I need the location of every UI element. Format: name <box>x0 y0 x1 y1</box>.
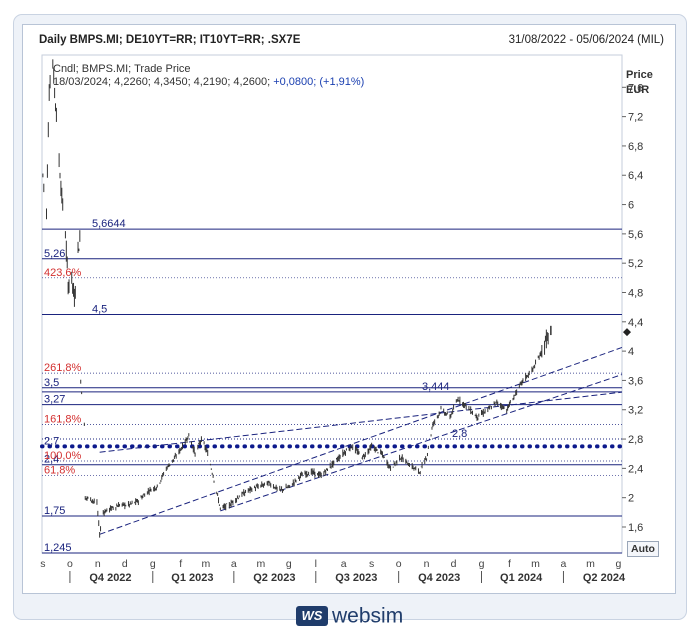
fib-level-label: 423,6% <box>44 267 82 279</box>
level-label: 1,75 <box>44 505 65 517</box>
x-month-label: l <box>315 558 317 570</box>
y-tick-label: 5,2 <box>628 258 643 270</box>
x-month-label: d <box>451 558 457 570</box>
y-tick-label: 5,6 <box>628 229 643 241</box>
price-axis-title: Price EUR <box>626 68 653 98</box>
trend-channel-line <box>99 391 623 453</box>
chart-header: Daily BMPS.MI; DE10YT=RR; IT10YT=RR; .SX… <box>22 32 676 52</box>
fib-level-label: 161,8% <box>44 413 82 425</box>
y-tick-label: 2,8 <box>628 434 643 446</box>
x-month-label: m <box>531 558 540 570</box>
date-range[interactable]: 31/08/2022 - 05/06/2024 (MIL) <box>508 34 664 46</box>
last-price-marker <box>623 328 631 337</box>
plot-area <box>41 54 623 554</box>
y-tick-label: 4 <box>628 346 634 358</box>
y-tick-label: 4,4 <box>628 317 643 329</box>
y-tick-label: 4,8 <box>628 287 643 299</box>
y-tick-label: 2,4 <box>628 463 643 475</box>
level-label: 5,26 <box>44 248 65 260</box>
x-month-label: a <box>341 558 347 570</box>
y-tick-label: 7,6 <box>628 82 643 94</box>
x-month-label: f <box>508 558 511 570</box>
x-month-label: f <box>179 558 182 570</box>
x-month-label: d <box>122 558 128 570</box>
y-tick-label: 3,6 <box>628 375 643 387</box>
y-tick-label: 1,6 <box>628 522 643 534</box>
websim-logo-mark: WS <box>296 606 328 627</box>
x-month-label: a <box>561 558 567 570</box>
level-label: 2,7 <box>44 435 59 447</box>
fib-level-label: 261,8% <box>44 362 82 374</box>
x-quarter-label: Q3 2023 <box>335 572 377 584</box>
x-quarter-label: Q1 2024 <box>500 572 543 584</box>
trend-channel-line <box>220 374 623 512</box>
x-month-label: m <box>202 558 211 570</box>
y-tick-label: 2 <box>628 493 634 505</box>
x-quarter-label: Q2 2023 <box>253 572 295 584</box>
x-quarter-label: Q4 2023 <box>418 572 460 584</box>
legend-series-text: Cndl; BMPS.MI; Trade Price <box>53 63 191 75</box>
price-axis-title-line1: Price <box>626 69 653 81</box>
legend-ohlc-change: +0,0800; (+1,91%) <box>273 76 364 88</box>
level-label: 3,5 <box>44 377 59 389</box>
level-label: 2,4 <box>44 454 59 466</box>
x-month-label: n <box>95 558 101 570</box>
x-month-label: g <box>615 558 621 570</box>
x-month-label: s <box>40 558 45 570</box>
level-label: 1,245 <box>44 542 72 554</box>
y-tick-label: 7,2 <box>628 112 643 124</box>
x-month-label: o <box>396 558 402 570</box>
x-month-label: a <box>231 558 237 570</box>
chart-title: Daily BMPS.MI; DE10YT=RR; IT10YT=RR; .SX… <box>39 34 301 46</box>
x-quarter-label: Q4 2022 <box>89 572 131 584</box>
fib-level-label: 100,0% <box>44 450 82 462</box>
y-tick-label: 6 <box>628 200 634 212</box>
level-label: 3,444 <box>422 381 450 393</box>
websim-logo: WS websim <box>296 604 403 630</box>
x-quarter-label: Q2 2024 <box>583 572 626 584</box>
y-tick-label: 6,4 <box>628 170 643 182</box>
x-month-label: g <box>479 558 485 570</box>
y-tick-label: 6,8 <box>628 141 643 153</box>
legend-ohlc-values: 18/03/2024; 4,2260; 4,3450; 4,2190; 4,26… <box>53 76 273 88</box>
level-label: 5,6644 <box>92 218 126 230</box>
x-month-label: m <box>586 558 595 570</box>
x-month-label: m <box>256 558 265 570</box>
price-axis-title-line2: EUR <box>626 84 650 96</box>
x-quarter-label: Q1 2023 <box>171 572 213 584</box>
legend-ohlc-text: 18/03/2024; 4,2260; 4,3450; 4,2190; 4,26… <box>53 76 364 88</box>
fib-level-label: 61,8% <box>44 465 75 477</box>
websim-logo-text: websim <box>332 604 404 628</box>
level-label: 3,27 <box>44 394 65 406</box>
y-tick-label: 3,2 <box>628 405 643 417</box>
x-month-label: g <box>286 558 292 570</box>
x-month-label: g <box>150 558 156 570</box>
auto-scale-button[interactable]: Auto <box>627 541 659 557</box>
level-label: 4,5 <box>92 303 107 315</box>
trend-channel-line <box>99 346 623 535</box>
x-month-label: n <box>424 558 430 570</box>
x-month-label: s <box>369 558 374 570</box>
x-month-label: o <box>67 558 73 570</box>
